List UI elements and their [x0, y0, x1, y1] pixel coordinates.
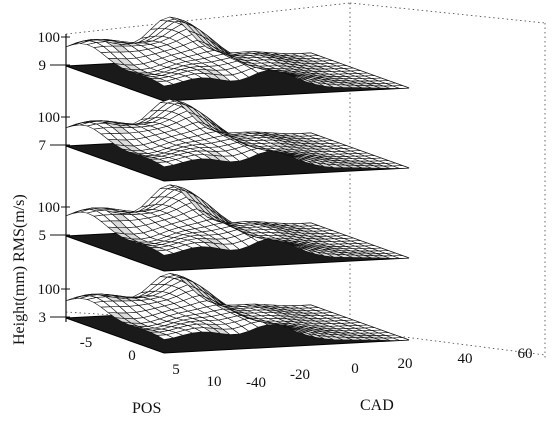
surface-layers [65, 16, 410, 354]
surface-layer [65, 184, 410, 272]
tick-labels: 100 9 100 7 100 5 100 3 -5 0 5 10 -40 -20 0 20 40 60 [38, 30, 533, 391]
cad-tick-label: -20 [290, 367, 310, 383]
scale-tick-label: 100 [38, 30, 61, 46]
cad-axis-label: CAD [360, 397, 394, 414]
cad-tick-label: 60 [518, 346, 533, 362]
pos-tick-label: 10 [207, 374, 222, 390]
height-tick-label: 3 [39, 310, 47, 326]
surface-cell [301, 222, 319, 227]
height-tick-label: 9 [39, 58, 47, 74]
scale-tick-label: 100 [38, 282, 61, 298]
pos-tick-label: 5 [172, 362, 180, 378]
surface-cell [301, 52, 319, 57]
cad-tick-label: -40 [246, 375, 266, 391]
x-axis-label: POS [132, 400, 161, 417]
surface-layer [65, 98, 410, 182]
surface-layer [65, 273, 410, 354]
grid-line [349, 2, 546, 24]
scale-tick-label: 100 [38, 200, 61, 216]
cad-tick-label: 40 [458, 351, 473, 367]
pos-tick-label: -5 [80, 335, 93, 351]
pos-tick-label: 0 [128, 348, 136, 364]
grid-line [65, 2, 351, 35]
height-tick-label: 7 [39, 138, 47, 154]
surface-cell [301, 132, 319, 137]
scale-tick-label: 100 [38, 110, 61, 126]
y-axis-label: Height(mm) RMS(m/s) [11, 194, 28, 345]
cad-tick-label: 20 [398, 356, 413, 372]
surface-cell [301, 304, 319, 309]
surface-layer [65, 16, 410, 102]
cad-tick-label: 0 [351, 361, 359, 377]
height-tick-label: 5 [39, 228, 47, 244]
